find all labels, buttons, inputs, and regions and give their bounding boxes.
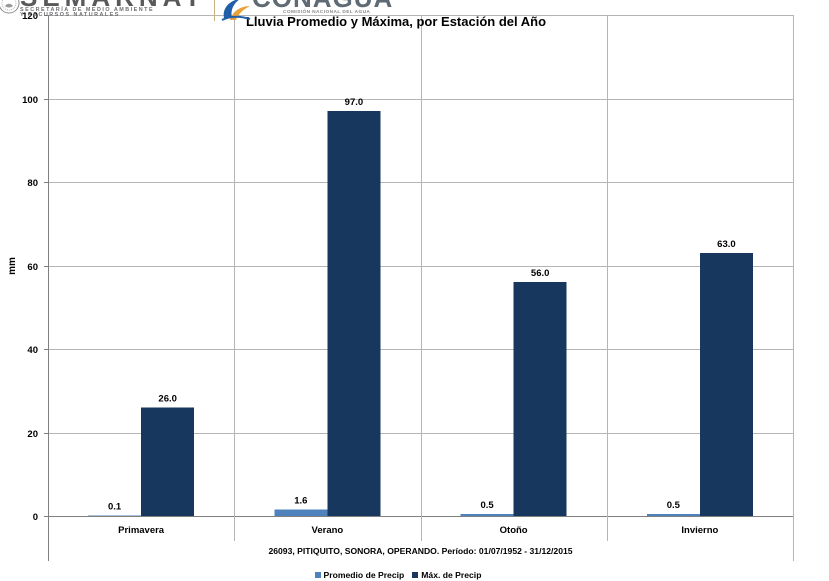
- max-precip-data-label: 26.0: [158, 393, 177, 404]
- category-label: Verano: [312, 525, 344, 536]
- conagua-caption: COMISIÓN NACIONAL DEL AGUA: [283, 10, 371, 15]
- promedio-precip-data-label: 1.6: [294, 495, 307, 506]
- promedio-precip-data-label: 0.1: [108, 502, 122, 513]
- category-label: Invierno: [681, 525, 718, 536]
- promedio-precip-bar: [274, 509, 328, 516]
- promedio-precip-data-label: 0.5: [480, 500, 494, 511]
- max-precip-bar: [327, 111, 381, 517]
- y-tick-label: 100: [22, 95, 38, 106]
- y-tick-label: 20: [27, 429, 38, 440]
- semarnat-caption-line1: SECRETARÍA DE MEDIO AMBIENTE: [20, 7, 155, 13]
- legend: Promedio de Precip Máx. de Precip: [0, 569, 796, 581]
- y-tick-label: 120: [22, 11, 38, 22]
- header-logos: SEMARNAT SECRETARÍA DE MEDIO AMBIENTE Y …: [0, 0, 400, 24]
- legend-label-maximo: Máx. de Precip: [421, 570, 482, 580]
- y-axis: 0 20 40 60 80 100 120: [22, 11, 48, 523]
- bars: [88, 111, 753, 517]
- legend-swatch-maximo: [412, 572, 419, 578]
- legend-item-promedio: Promedio de Precip: [314, 569, 405, 581]
- x-axis: Primavera Verano Otoño Invierno: [118, 525, 718, 536]
- y-tick-label: 0: [33, 512, 38, 523]
- category-label: Otoño: [500, 525, 528, 536]
- chart-title: Lluvia Promedio y Máxima, por Estación d…: [245, 14, 547, 29]
- promedio-precip-bar: [460, 513, 514, 516]
- conagua-wordmark: CONAGUA: [252, 0, 393, 11]
- category-label: Primavera: [118, 525, 165, 536]
- max-precip-bar: [699, 252, 753, 516]
- legend-swatch-promedio: [314, 572, 321, 578]
- coat-of-arms-icon: [0, 0, 20, 14]
- y-tick-label: 80: [27, 178, 38, 189]
- logo-separator: [214, 0, 215, 21]
- max-precip-bar: [513, 282, 567, 516]
- max-precip-bar: [141, 407, 195, 516]
- legend-label-promedio: Promedio de Precip: [323, 570, 405, 580]
- legend-item-maximo: Máx. de Precip: [412, 569, 481, 581]
- semarnat-caption-line2: Y RECURSOS NATURALES: [20, 12, 120, 18]
- semarnat-wordmark: SEMARNAT: [20, 0, 205, 10]
- y-tick-label: 60: [27, 262, 38, 273]
- data-labels: 0.1 26.0 1.6 97.0 0.5 56.0 0.5 63.0: [108, 97, 736, 513]
- max-precip-data-label: 97.0: [345, 97, 364, 108]
- y-axis-title: mm: [7, 257, 18, 275]
- max-precip-data-label: 56.0: [531, 268, 550, 279]
- water-drop-emblem-icon: [221, 0, 251, 21]
- max-precip-data-label: 63.0: [717, 239, 736, 250]
- y-tick-label: 40: [27, 345, 38, 356]
- promedio-precip-bar: [646, 513, 700, 516]
- promedio-precip-data-label: 0.5: [667, 500, 681, 511]
- x-axis-title: 26093, PITIQUITO, SONORA, OPERANDO. Perí…: [268, 546, 573, 556]
